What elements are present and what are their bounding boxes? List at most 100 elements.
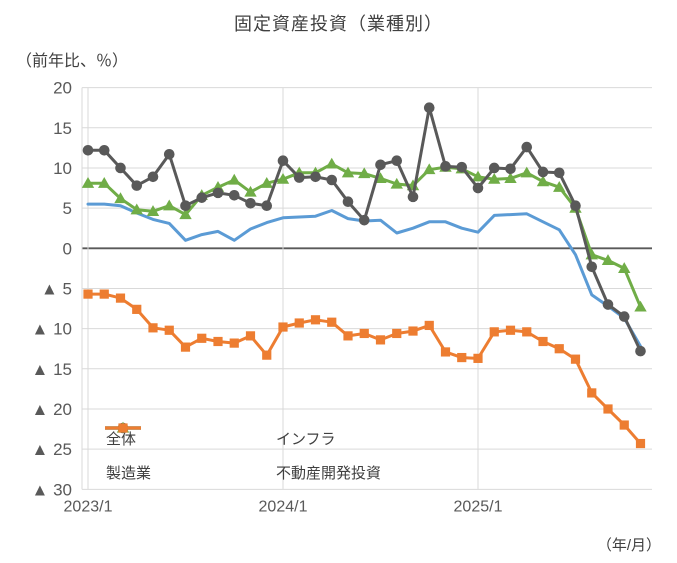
marker-triangle (520, 166, 533, 178)
marker-circle (618, 311, 630, 322)
marker-circle (342, 196, 354, 208)
marker-square (375, 335, 386, 345)
legend-swatch-fudosan-line (105, 423, 141, 433)
marker-circle (375, 159, 386, 171)
marker-circle (391, 155, 403, 167)
marker-circle (326, 174, 338, 186)
marker-triangle (260, 177, 273, 188)
marker-square (619, 420, 629, 430)
marker-triangle (390, 177, 403, 189)
marker-circle (261, 200, 273, 212)
marker-square (522, 327, 532, 337)
y-tick-label: ▲ 15 (32, 360, 72, 379)
x-axis-unit-label: （年/月） (596, 537, 661, 554)
marker-circle (196, 192, 208, 203)
marker-triangle (488, 173, 501, 184)
marker-circle (440, 161, 451, 172)
marker-square (440, 347, 451, 357)
marker-circle (115, 162, 126, 174)
marker-circle (456, 161, 468, 173)
x-tick-label: 2024/1 (259, 498, 308, 515)
marker-square (310, 315, 321, 325)
marker-circle (553, 167, 565, 179)
legend-row-2: 製造業 不動産開発投資 (103, 421, 433, 489)
marker-circle (586, 261, 598, 273)
marker-circle (537, 166, 549, 178)
y-tick-label: ▲ 20 (32, 400, 72, 419)
legend-label-zentai: 全体 (106, 430, 137, 448)
marker-circle (488, 162, 500, 174)
marker-circle (570, 200, 581, 212)
marker-square (83, 289, 93, 299)
marker-circle (310, 171, 321, 183)
marker-square (213, 336, 223, 347)
y-tick-label: 20 (53, 79, 72, 98)
marker-square (294, 318, 304, 328)
marker-square (343, 331, 353, 341)
marker-circle (602, 299, 614, 310)
x-tick-label: 2025/1 (454, 498, 503, 515)
marker-square (245, 331, 256, 341)
legend-item-fudosan: 不動産開発投資 (105, 423, 381, 483)
marker-square (489, 327, 499, 337)
legend-label-infra: インフラ (276, 430, 336, 448)
marker-triangle (276, 173, 290, 184)
marker-triangle (146, 205, 160, 216)
y-tick-label: ▲ 10 (32, 320, 72, 339)
marker-circle (98, 144, 110, 156)
marker-square (99, 289, 109, 299)
marker-triangle (325, 157, 338, 169)
marker-triangle (358, 167, 371, 179)
marker-square (424, 320, 434, 331)
legend-item-seizogyo: 製造業 (103, 421, 273, 483)
marker-circle (407, 191, 419, 203)
marker-circle (505, 163, 516, 175)
marker-triangle (228, 173, 241, 185)
marker-circle (635, 345, 646, 357)
marker-square (505, 325, 516, 335)
marker-square (164, 325, 174, 335)
marker-triangle (341, 166, 355, 178)
marker-triangle (81, 177, 95, 188)
marker-square (327, 317, 337, 327)
marker-circle (82, 144, 94, 156)
marker-square (635, 438, 646, 449)
y-axis-unit-label: （前年比、％） (16, 53, 129, 70)
legend-label-seizogyo: 製造業 (106, 464, 152, 482)
y-tick-label: ▲ 30 (32, 480, 72, 499)
y-tick-label: ▲ 5 (41, 279, 72, 298)
marker-square (132, 304, 142, 314)
marker-square (118, 423, 128, 433)
marker-triangle (618, 262, 631, 273)
marker-triangle (601, 254, 615, 265)
marker-circle (163, 149, 175, 160)
chart-legend: 全体 インフラ 製造業 不動産開発投資 (103, 421, 433, 489)
marker-circle (423, 102, 435, 114)
marker-circle (277, 155, 289, 167)
marker-circle (147, 171, 159, 183)
marker-square (229, 338, 239, 348)
marker-square (457, 352, 467, 363)
marker-triangle (179, 208, 192, 220)
marker-square (278, 322, 288, 332)
marker-triangle (553, 181, 566, 192)
marker-square (603, 404, 613, 414)
marker-triangle (163, 199, 176, 211)
marker-circle (358, 214, 370, 226)
marker-triangle (98, 177, 111, 188)
marker-square (392, 328, 402, 339)
y-tick-label: 10 (53, 159, 72, 178)
marker-square (359, 328, 369, 339)
y-tick-label: 5 (63, 199, 72, 218)
legend-item-infra: インフラ (105, 422, 336, 449)
marker-circle (131, 180, 143, 191)
marker-square (408, 326, 418, 336)
y-tick-label: ▲ 25 (32, 440, 72, 459)
y-tick-label: 15 (53, 119, 72, 138)
marker-circle (293, 172, 305, 183)
marker-circle (212, 187, 224, 199)
marker-square (197, 333, 207, 343)
marker-triangle (536, 175, 550, 187)
